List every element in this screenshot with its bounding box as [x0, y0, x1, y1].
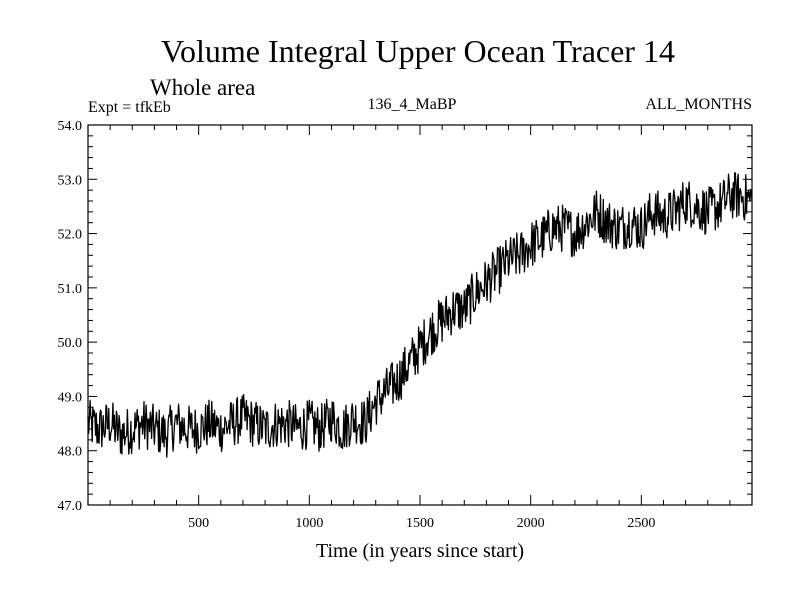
- months-label: ALL_MONTHS: [645, 96, 752, 113]
- tick-layer: 47.0 48.0 49.0 50.0 51.0 52.0 53.0 54.0 500 1000 1…: [58, 119, 753, 531]
- x-tick-label: 1000: [295, 516, 323, 531]
- x-tick-label: 2500: [627, 516, 655, 531]
- y-tick-label: 50.0: [58, 336, 83, 351]
- y-tick-label: 52.0: [58, 228, 83, 243]
- chart-title: Volume Integral Upper Ocean Tracer 14: [161, 33, 675, 69]
- y-tick-label: 54.0: [58, 119, 83, 134]
- experiment-label: Expt = tfkEb: [88, 99, 171, 116]
- data-layer: [87, 172, 753, 458]
- y-tick-label: 47.0: [58, 499, 83, 514]
- x-axis-label: Time (in years since start): [316, 540, 524, 562]
- chart-subtitle: Whole area: [150, 75, 255, 100]
- y-tick-label: 49.0: [58, 390, 83, 405]
- x-tick-label: 1500: [406, 516, 434, 531]
- x-tick-label: 500: [188, 516, 209, 531]
- y-tick-label: 53.0: [58, 173, 83, 188]
- x-tick-label: 2000: [517, 516, 545, 531]
- y-tick-label: 48.0: [58, 445, 83, 460]
- run-label: 136_4_MaBP: [368, 96, 457, 113]
- y-tick-label: 51.0: [58, 282, 83, 297]
- series-line: [87, 172, 753, 458]
